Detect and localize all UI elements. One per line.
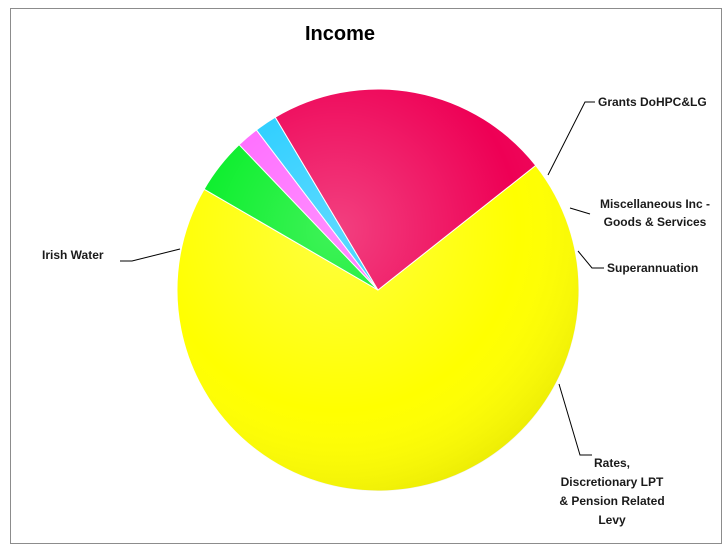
slice-label-miscellaneous-inc-goods-services: Goods & Services (604, 215, 707, 229)
chart-title: Income (305, 23, 375, 45)
slice-label-irish-water: Irish Water (42, 248, 104, 262)
slice-label-rates-discretionary-lpt-pension-related-levy: & Pension Related (559, 494, 664, 508)
leader-line-superannuation (577, 250, 604, 269)
slice-label-rates-discretionary-lpt-pension-related-levy: Levy (598, 513, 626, 527)
leader-line-irish-water (120, 248, 181, 262)
leader-line-miscellaneous-inc-goods-services (569, 207, 591, 215)
slice-label-rates-discretionary-lpt-pension-related-levy: Discretionary LPT (561, 475, 664, 489)
slice-label-miscellaneous-inc-goods-services: Miscellaneous Inc - (600, 197, 710, 211)
slice-label-grants-dohpc-lg: Grants DoHPC&LG (598, 95, 707, 109)
slice-label-rates-discretionary-lpt-pension-related-levy: Rates, (594, 456, 630, 470)
leader-line-rates-discretionary-lpt-pension-related-levy (558, 383, 592, 456)
slice-label-superannuation: Superannuation (607, 261, 698, 275)
leader-line-grants-dohpc-lg (547, 101, 595, 176)
